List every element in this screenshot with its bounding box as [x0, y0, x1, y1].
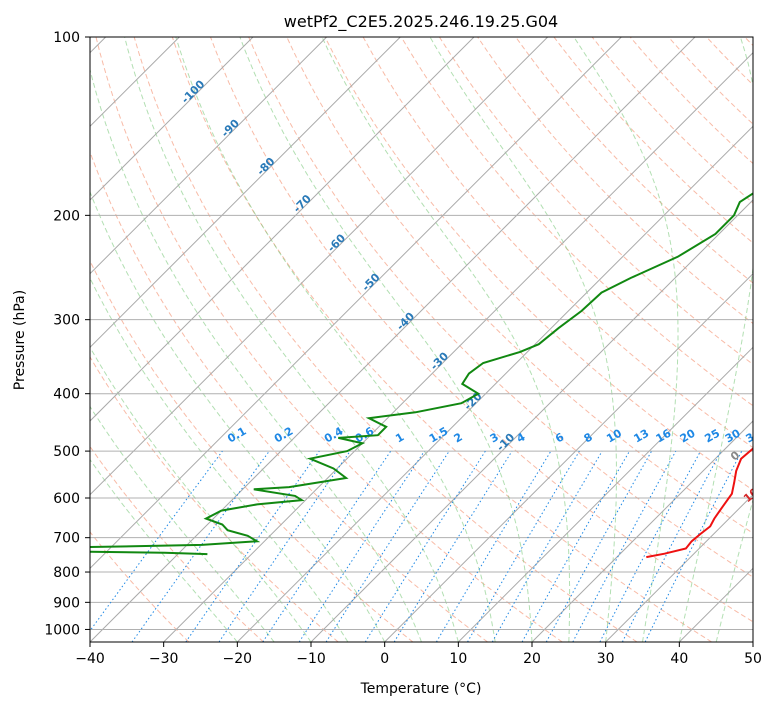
x-tick-label: 30: [597, 651, 615, 667]
x-tick-label: 20: [523, 651, 541, 667]
y-tick-label: 800: [53, 565, 80, 581]
y-tick-label: 600: [53, 491, 80, 507]
y-tick-label: 500: [53, 444, 80, 460]
y-tick-label: 300: [53, 313, 80, 329]
y-tick-label: 900: [53, 595, 80, 611]
x-tick-label: −30: [149, 651, 179, 667]
x-axis-label: Temperature (°C): [360, 681, 482, 697]
x-tick-label: −20: [223, 651, 253, 667]
x-tick-label: −40: [75, 651, 105, 667]
y-tick-label: 100: [53, 30, 80, 46]
y-tick-label: 700: [53, 531, 80, 547]
x-tick-label: 10: [449, 651, 467, 667]
y-tick-label: 400: [53, 387, 80, 403]
chart-title: wetPf2_C2E5.2025.246.19.25.G04: [284, 12, 558, 32]
x-tick-label: 40: [670, 651, 688, 667]
y-axis-label: Pressure (hPa): [12, 290, 28, 390]
x-tick-label: −10: [296, 651, 326, 667]
y-tick-label: 200: [53, 208, 80, 224]
x-tick-label: 50: [744, 651, 762, 667]
y-tick-label: 1000: [44, 622, 80, 638]
x-tick-label: 0: [380, 651, 389, 667]
